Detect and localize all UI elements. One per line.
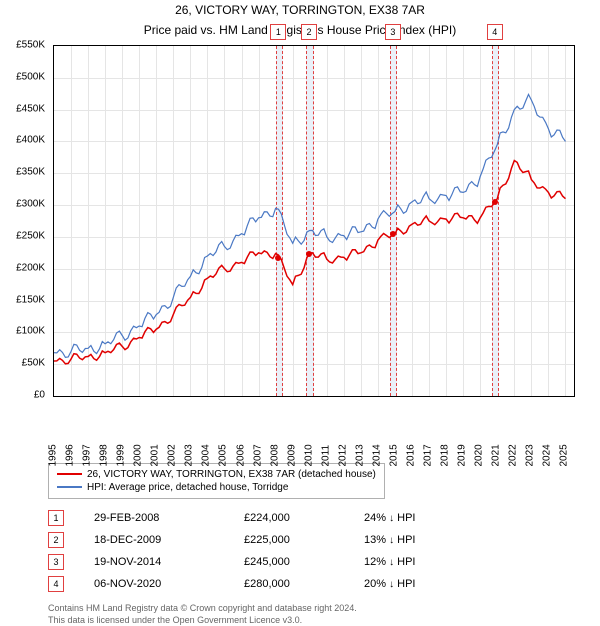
y-axis-label: £500K [5, 71, 45, 82]
footer-line1: Contains HM Land Registry data © Crown c… [48, 603, 600, 615]
x-axis-label: 2024 [542, 444, 553, 466]
x-axis-label: 2023 [525, 444, 536, 466]
x-axis-label: 2004 [201, 444, 212, 466]
y-axis-label: £400K [5, 135, 45, 146]
legend-item: 26, VICTORY WAY, TORRINGTON, EX38 7AR (d… [57, 468, 376, 481]
chart-container: 26, VICTORY WAY, TORRINGTON, EX38 7AR Pr… [0, 0, 600, 620]
x-axis-label: 2017 [423, 444, 434, 466]
x-axis-label: 2011 [320, 445, 331, 467]
sale-row: 319-NOV-2014£245,00012% ↓ HPI [48, 551, 425, 573]
sale-row: 218-DEC-2009£225,00013% ↓ HPI [48, 529, 425, 551]
x-axis-label: 2007 [252, 444, 263, 466]
x-axis-label: 2005 [218, 444, 229, 466]
x-axis-label: 2015 [388, 444, 399, 466]
sale-row: 129-FEB-2008£224,00024% ↓ HPI [48, 507, 425, 529]
chart-subtitle: Price paid vs. HM Land Registry's House … [0, 20, 600, 40]
x-axis-label: 1995 [48, 444, 59, 466]
x-axis-label: 2003 [184, 444, 195, 466]
footer-line2: This data is licensed under the Open Gov… [48, 615, 600, 626]
y-axis-label: £550K [5, 40, 45, 51]
x-axis-label: 2006 [235, 444, 246, 466]
y-axis-label: £50K [5, 358, 45, 369]
x-axis-label: 1997 [82, 444, 93, 466]
x-axis-label: 2012 [337, 444, 348, 466]
chart-title: 26, VICTORY WAY, TORRINGTON, EX38 7AR [0, 0, 600, 20]
sale-marker-3: 3 [385, 24, 401, 40]
y-axis-label: £250K [5, 230, 45, 241]
x-axis-label: 2020 [474, 444, 485, 466]
plot-box: 1234 [53, 45, 575, 397]
y-axis-label: £300K [5, 199, 45, 210]
y-axis-label: £150K [5, 294, 45, 305]
x-axis-label: 1999 [116, 444, 127, 466]
x-axis-label: 2018 [440, 444, 451, 466]
x-axis-label: 2001 [150, 444, 161, 466]
x-axis-label: 2021 [491, 444, 502, 466]
x-axis-label: 2000 [133, 444, 144, 466]
x-axis-label: 2009 [286, 444, 297, 466]
sale-marker-4: 4 [487, 24, 503, 40]
x-axis-label: 2022 [508, 444, 519, 466]
footer: Contains HM Land Registry data © Crown c… [48, 603, 600, 626]
x-axis-label: 2025 [559, 444, 570, 466]
legend-item: HPI: Average price, detached house, Torr… [57, 481, 376, 494]
x-axis-label: 2016 [406, 444, 417, 466]
sale-marker-1: 1 [270, 24, 286, 40]
y-axis-label: £0 [5, 390, 45, 401]
x-axis-label: 2008 [269, 444, 280, 466]
x-axis-label: 2002 [167, 444, 178, 466]
x-axis-label: 2014 [371, 444, 382, 466]
sale-marker-2: 2 [301, 24, 317, 40]
y-axis-label: £200K [5, 262, 45, 273]
x-axis-label: 1998 [99, 444, 110, 466]
y-axis-label: £350K [5, 167, 45, 178]
x-axis-label: 2019 [457, 444, 468, 466]
sale-row: 406-NOV-2020£280,00020% ↓ HPI [48, 573, 425, 595]
y-axis-label: £100K [5, 326, 45, 337]
x-axis-label: 1996 [65, 444, 76, 466]
sales-table: 129-FEB-2008£224,00024% ↓ HPI218-DEC-200… [48, 507, 425, 595]
x-axis-label: 2013 [354, 444, 365, 466]
chart-area: 1234 £0£50K£100K£150K£200K£250K£300K£350… [35, 45, 595, 425]
x-axis-label: 2010 [303, 444, 314, 466]
legend: 26, VICTORY WAY, TORRINGTON, EX38 7AR (d… [48, 463, 385, 499]
y-axis-label: £450K [5, 103, 45, 114]
